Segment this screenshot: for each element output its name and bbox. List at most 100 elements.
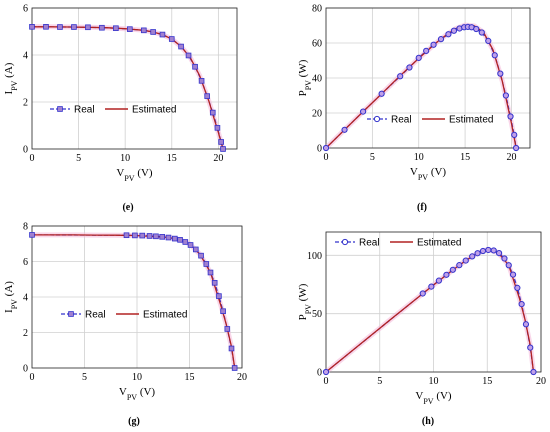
series-real-marker	[153, 233, 159, 240]
series-real-marker	[511, 131, 518, 138]
x-axis-label: VPV (V)	[119, 386, 156, 402]
series-real-marker	[141, 27, 147, 34]
series-real-marker	[216, 293, 222, 299]
y-tick-label: 8	[23, 222, 28, 233]
series-real-marker	[177, 237, 183, 243]
series-real-marker	[450, 27, 458, 34]
series-real-marker	[527, 344, 534, 351]
chart-panel-2: 0 5 10 15 20 0 20 40 60 80 VPV (V) PPV (W) (f) Real Es…	[297, 4, 531, 213]
y-tick-label: 6	[23, 257, 28, 268]
series-estimated-line	[326, 248, 535, 373]
series-real-marker	[522, 321, 530, 328]
estimated-halo	[32, 232, 238, 369]
legend-real-label: Real	[74, 105, 95, 116]
y-tick-label: 100	[307, 251, 322, 262]
series-real-marker	[203, 261, 210, 267]
series-real-marker	[359, 108, 367, 115]
series-real-marker	[228, 345, 235, 352]
series-real-marker	[29, 23, 35, 30]
legend-real-marker	[57, 106, 63, 112]
series-real-marker	[428, 283, 435, 290]
series-real-line	[326, 249, 535, 373]
series-real-marker	[456, 262, 463, 269]
legend-real-marker	[341, 238, 349, 246]
series-real-marker	[71, 24, 77, 30]
series-real-marker	[473, 25, 480, 33]
panel-caption: (e)	[122, 202, 133, 213]
series-real-marker	[159, 31, 166, 38]
series-real-marker	[220, 146, 226, 152]
series-real-marker	[182, 239, 189, 245]
series-real-marker	[449, 266, 456, 273]
series-real-marker	[218, 139, 224, 145]
x-tick-label: 15	[482, 376, 492, 387]
series-real-marker	[501, 255, 508, 262]
series-real-marker	[224, 326, 231, 332]
series-real-marker	[485, 37, 492, 45]
y-tick-label: 4	[23, 51, 28, 62]
series-real-marker	[198, 78, 205, 84]
series-real-marker	[187, 242, 194, 248]
series-real-marker	[322, 144, 330, 152]
plot-frame	[325, 7, 531, 149]
x-tick-label: 20	[536, 376, 546, 387]
x-tick-label: 5	[82, 372, 87, 383]
y-tick-label: 0	[317, 144, 322, 155]
panel-caption: (f)	[417, 202, 427, 213]
legend-real-marker	[373, 115, 381, 123]
series-real-marker	[509, 271, 517, 278]
panel-caption: (h)	[422, 416, 434, 427]
series-real-marker	[150, 29, 156, 35]
series-real-marker	[171, 235, 178, 242]
series-real-marker	[204, 93, 210, 99]
x-axis-label: VPV (V)	[410, 166, 447, 182]
x-tick-label: 20	[237, 372, 247, 383]
x-tick-label: 10	[414, 152, 424, 163]
panel-caption: (g)	[128, 416, 140, 427]
series-real-marker	[192, 246, 199, 253]
series-real-marker	[406, 64, 413, 71]
plot-frame	[31, 225, 243, 369]
x-tick-label: 0	[30, 153, 35, 164]
y-tick-label: 50	[312, 309, 322, 320]
x-axis-label: VPV (V)	[415, 390, 452, 406]
x-tick-label: 5	[370, 152, 375, 163]
series-real-marker	[462, 257, 469, 264]
series-real-marker	[490, 247, 497, 254]
series-real-marker	[231, 365, 238, 371]
x-tick-label: 20	[506, 152, 516, 163]
series-real-marker	[139, 232, 146, 239]
plot-frame	[325, 231, 542, 373]
y-tick-label: 2	[23, 98, 28, 109]
series-real-marker	[198, 252, 204, 259]
x-tick-label: 10	[120, 153, 130, 164]
y-tick-label: 40	[312, 74, 322, 85]
series-real-marker	[491, 52, 498, 59]
y-tick-label: 80	[312, 4, 322, 15]
series-real-marker	[29, 232, 35, 238]
legend-real-label: Real	[85, 310, 106, 321]
series-real-marker	[168, 36, 175, 42]
legend-real-label: Real	[391, 115, 412, 126]
x-tick-label: 15	[460, 152, 470, 163]
y-axis-label: IPV (A)	[3, 281, 19, 313]
series-real-marker	[497, 70, 504, 77]
series-real-marker	[445, 31, 452, 38]
series-real-marker	[514, 284, 521, 291]
series-real-marker	[43, 23, 49, 30]
series-real-marker	[146, 233, 153, 239]
series-real-marker	[505, 262, 512, 269]
series-real-marker	[423, 47, 430, 54]
legend-real-marker	[68, 311, 74, 317]
y-tick-label: 6	[23, 4, 28, 15]
series-real-marker	[530, 368, 537, 376]
series-real-marker	[85, 24, 91, 31]
series-real-marker	[178, 43, 184, 50]
y-tick-label: 0	[23, 145, 28, 156]
series-real-marker	[57, 24, 63, 30]
estimated-halo	[32, 24, 226, 150]
legend-estimated-label: Estimated	[449, 115, 493, 126]
y-axis-label: PPV (W)	[297, 59, 313, 96]
chart-panel-3: 0 5 10 15 20 0 2 4 6 8 VPV (V) IPV (A) (g) Real Estima…	[3, 222, 247, 428]
